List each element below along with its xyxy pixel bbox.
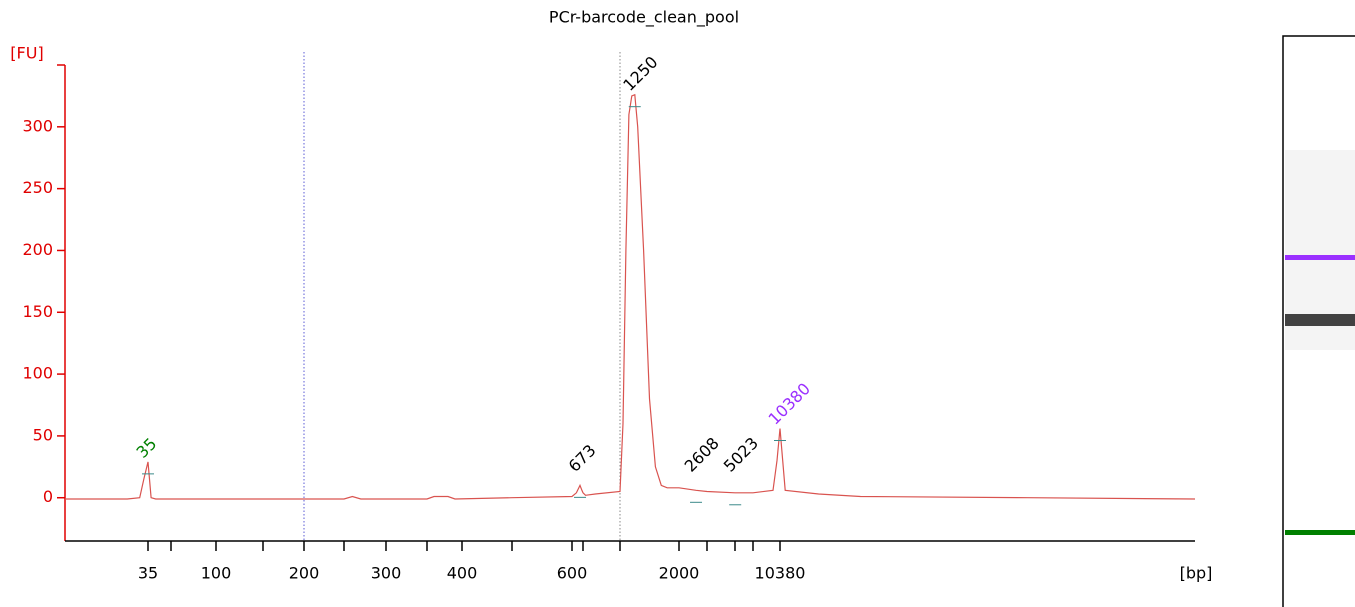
y-axis-label: [FU] bbox=[10, 44, 43, 63]
trace bbox=[65, 93, 1196, 500]
x-tick-label: 600 bbox=[557, 564, 588, 583]
x-tick-label: 10380 bbox=[755, 564, 806, 583]
gel-band bbox=[1285, 314, 1355, 326]
peak-label: 10380 bbox=[765, 379, 814, 428]
y-tick-label: 300 bbox=[22, 116, 53, 135]
gel-band bbox=[1285, 255, 1355, 260]
x-axis-label: [bp] bbox=[1180, 564, 1213, 583]
x-tick-label: 2000 bbox=[659, 564, 700, 583]
peak-label: 673 bbox=[565, 441, 600, 476]
peak-label: 1250 bbox=[619, 52, 661, 94]
y-tick-label: 100 bbox=[22, 364, 53, 383]
x-tick-label: 200 bbox=[289, 564, 320, 583]
peak-label: 35 bbox=[133, 434, 161, 462]
y-tick-label: 0 bbox=[43, 487, 53, 506]
y-tick-label: 50 bbox=[33, 425, 53, 444]
x-tick-label: 100 bbox=[201, 564, 232, 583]
peak-label: 2608 bbox=[681, 434, 723, 476]
x-tick-label: 35 bbox=[138, 564, 158, 583]
gel-lane bbox=[1282, 35, 1355, 607]
gel-band bbox=[1285, 530, 1355, 535]
chart-title: PCr-barcode_clean_pool bbox=[549, 8, 739, 28]
x-tick-label: 300 bbox=[371, 564, 402, 583]
y-tick-label: 150 bbox=[22, 302, 53, 321]
y-tick-label: 250 bbox=[22, 178, 53, 197]
x-tick-label: 400 bbox=[447, 564, 478, 583]
peak-label: 5023 bbox=[720, 434, 762, 476]
y-tick-label: 200 bbox=[22, 240, 53, 259]
